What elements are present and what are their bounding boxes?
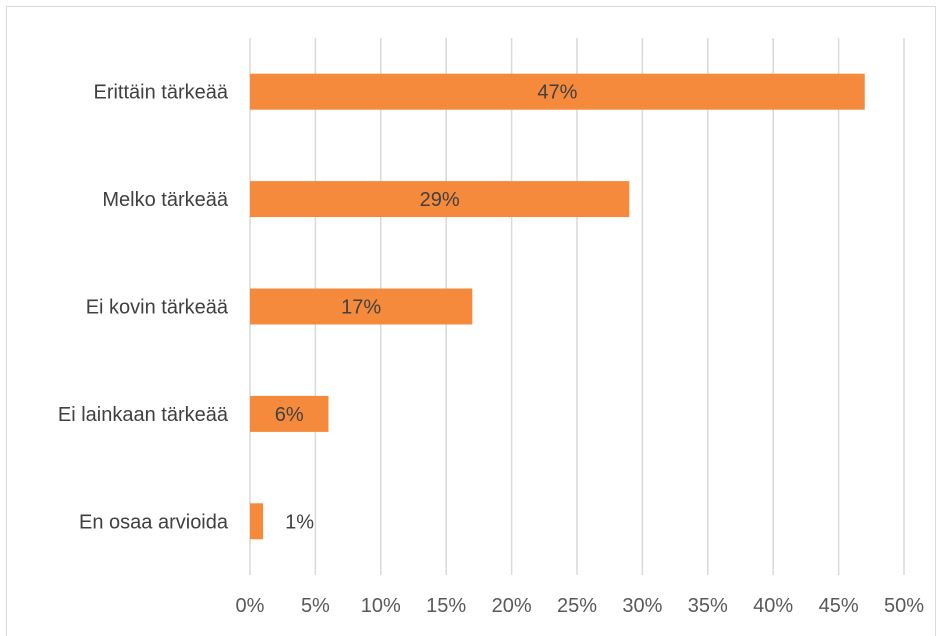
data-labels: 47% 29% 17% 6% 1% bbox=[275, 82, 578, 534]
x-tick-label: 5% bbox=[301, 595, 330, 617]
x-tick-label: 30% bbox=[622, 595, 662, 617]
data-label: 1% bbox=[285, 511, 314, 533]
bars bbox=[250, 73, 865, 540]
x-tick-label: 50% bbox=[884, 595, 924, 617]
bar bbox=[250, 73, 865, 110]
x-tick-label: 0% bbox=[236, 595, 265, 617]
data-label: 47% bbox=[537, 82, 577, 104]
bar bbox=[250, 181, 630, 218]
value-axis: 0% 5% 10% 15% 20% 25% 30% 35% 40% 45% 50% bbox=[236, 595, 925, 617]
x-tick-label: 45% bbox=[819, 595, 859, 617]
category-axis: Erittäin tärkeää Melko tärkeää Ei kovin tä… bbox=[58, 82, 229, 534]
x-tick-label: 15% bbox=[426, 595, 466, 617]
data-label: 17% bbox=[341, 297, 381, 319]
bar bbox=[250, 288, 473, 325]
bar bbox=[250, 395, 329, 432]
x-tick-label: 35% bbox=[688, 595, 728, 617]
x-tick-label: 10% bbox=[361, 595, 401, 617]
data-label: 29% bbox=[420, 189, 460, 211]
x-tick-label: 25% bbox=[557, 595, 597, 617]
category-label: Melko tärkeää bbox=[102, 189, 228, 211]
bar bbox=[250, 503, 264, 540]
category-label: Erittäin tärkeää bbox=[93, 82, 228, 104]
x-tick-label: 20% bbox=[492, 595, 532, 617]
data-label: 6% bbox=[275, 404, 304, 426]
x-tick-label: 40% bbox=[753, 595, 793, 617]
category-label: Ei kovin tärkeää bbox=[86, 297, 229, 319]
category-label: Ei lainkaan tärkeää bbox=[58, 404, 229, 426]
category-label: En osaa arvioida bbox=[79, 511, 229, 533]
